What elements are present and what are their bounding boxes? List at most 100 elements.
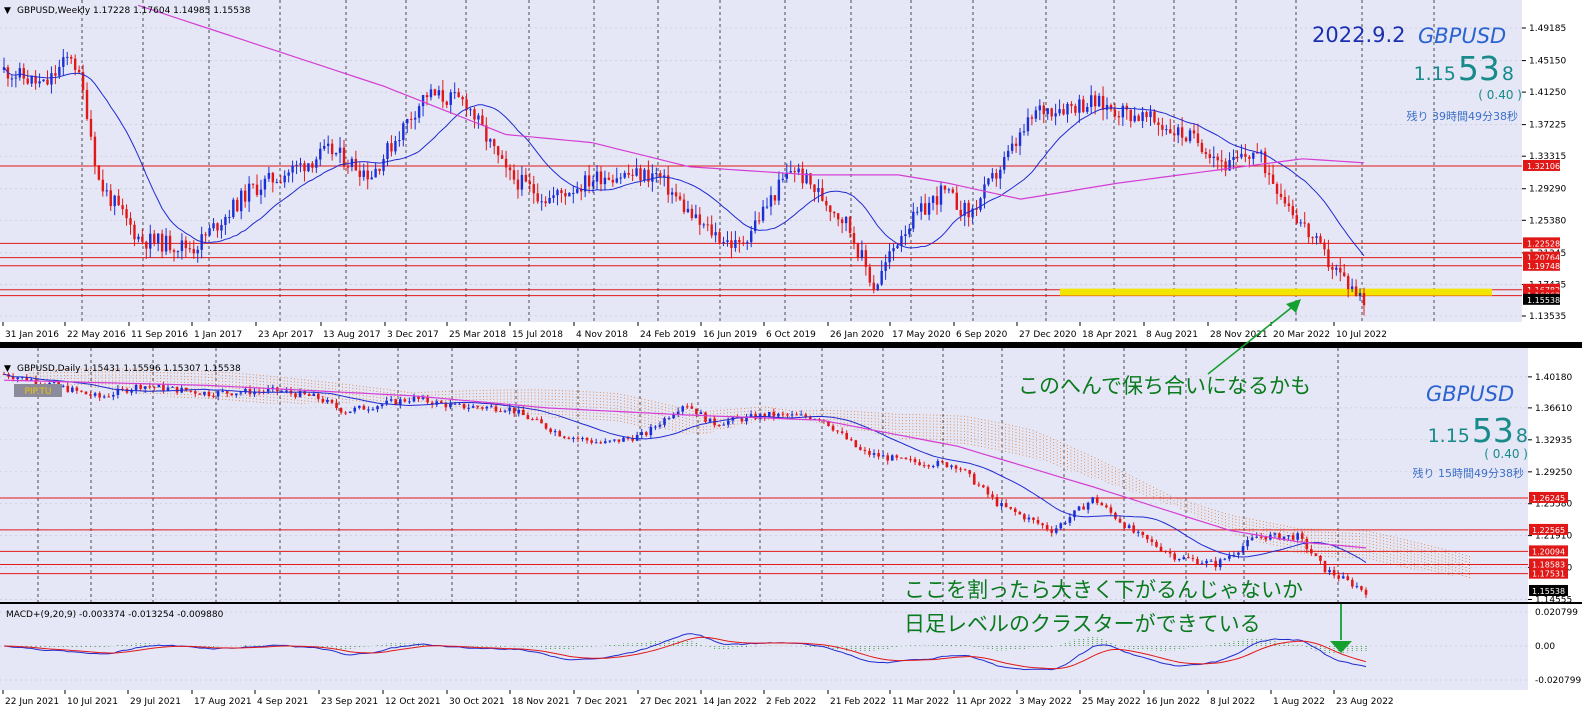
weekly-candle: [813, 184, 816, 192]
weekly-candle: [18, 68, 22, 78]
daily-level-tag-text: 1.18583: [1532, 561, 1565, 570]
weekly-candle: [556, 190, 559, 196]
weekly-candle: [1228, 160, 1231, 171]
weekly-candle: [591, 181, 595, 187]
daily-candle: [1032, 517, 1035, 520]
daily-candle: [107, 396, 111, 398]
weekly-candle: [738, 239, 741, 243]
weekly-candle: [1180, 127, 1184, 138]
daily-candle: [157, 384, 161, 388]
daily-candle: [562, 436, 566, 438]
weekly-candle: [160, 233, 164, 252]
daily-candle: [266, 388, 270, 392]
weekly-candle: [1066, 103, 1069, 115]
weekly-candle: [1153, 111, 1156, 123]
weekly-candle: [1101, 95, 1105, 110]
weekly-price-label: 1.33315: [1529, 152, 1566, 162]
daily-candle: [426, 397, 429, 403]
weekly-candle: [916, 211, 919, 213]
weekly-candle: [1192, 130, 1196, 134]
daily-candle: [203, 391, 206, 395]
daily-candle: [230, 393, 234, 396]
weekly-candle: [125, 209, 128, 219]
annotations: このへんで保ち合いになるかも ここを割ったら大きく下がるんじゃないか 日足レベル…: [904, 299, 1352, 653]
daily-candle: [585, 437, 589, 441]
weekly-candle: [1346, 276, 1350, 290]
weekly-candle: [461, 96, 464, 100]
daily-candle: [380, 404, 384, 407]
weekly-candle: [429, 89, 433, 98]
daily-collapse-icon[interactable]: ▼: [4, 364, 11, 374]
daily-candle: [1291, 535, 1295, 540]
daily-candle: [421, 397, 425, 399]
weekly-change: ( 0.40 ): [1478, 88, 1522, 102]
daily-level-tag-text: 1.20094: [1532, 547, 1565, 556]
weekly-candle: [884, 262, 887, 271]
daily-candle: [622, 437, 625, 442]
weekly-candle: [42, 79, 45, 82]
weekly-candle: [421, 95, 425, 107]
weekly-candle: [437, 90, 441, 96]
weekly-candle: [2, 67, 6, 70]
weekly-candle: [1358, 293, 1362, 297]
daily-candle: [1177, 559, 1181, 561]
daily-candle: [936, 460, 940, 467]
weekly-collapse-icon[interactable]: ▼: [4, 6, 11, 16]
daily-candle: [66, 385, 70, 392]
daily-candle: [854, 440, 858, 448]
weekly-price-display: 1.1553 8: [1414, 49, 1514, 88]
weekly-candle: [607, 177, 611, 180]
weekly-date-label: 16 Jun 2019: [703, 330, 757, 340]
daily-candle: [221, 391, 224, 393]
weekly-candle: [718, 232, 721, 243]
weekly-candle: [856, 243, 860, 258]
weekly-chart-panel[interactable]: 1.49185 1.45150 1.41250 1.37225 1.33315 1.292…: [0, 0, 1582, 342]
daily-candle: [1000, 503, 1003, 507]
daily-chart-panel[interactable]: 1.40180 1.36610 1.32935 1.29250 1.25580 1.219…: [0, 348, 1582, 690]
daily-candle: [485, 406, 489, 409]
weekly-candle: [212, 223, 215, 229]
daily-remaining: 残り 15時間49分38秒: [1413, 466, 1525, 480]
weekly-candle: [54, 73, 57, 76]
weekly-candle: [1117, 116, 1121, 118]
daily-candle: [1164, 551, 1167, 553]
weekly-candle: [330, 143, 334, 155]
macd-price-scale: [1528, 604, 1582, 690]
weekly-candle: [259, 189, 263, 195]
weekly-candle: [710, 224, 713, 236]
daily-candle: [540, 419, 543, 424]
daily-candle: [317, 393, 320, 399]
weekly-level-tag: [1523, 259, 1560, 271]
weekly-candle: [366, 170, 369, 180]
macd-panel[interactable]: 0.020799 0.00 -0.020799 22 Jun 2021 10 Jul …: [0, 602, 1582, 710]
weekly-candle: [540, 201, 543, 203]
weekly-candle: [85, 89, 89, 119]
daily-candle: [667, 418, 671, 420]
daily-note-arrowhead: [1330, 641, 1352, 653]
weekly-candle: [1271, 174, 1275, 184]
daily-candle: [1095, 497, 1099, 503]
daily-candle: [353, 407, 357, 412]
weekly-candle: [987, 178, 990, 185]
daily-candle: [781, 413, 785, 415]
weekly-candle: [449, 92, 452, 105]
daily-candle: [1027, 517, 1031, 520]
weekly-candle: [93, 136, 97, 166]
weekly-candle: [544, 201, 547, 204]
daily-candle: [1328, 570, 1331, 573]
daily-candle: [480, 407, 484, 409]
weekly-candle: [1212, 156, 1215, 159]
weekly-candle: [860, 250, 864, 258]
daily-date-label: 23 Sep 2021: [321, 697, 378, 707]
weekly-symbol: GBPUSD: [1418, 24, 1506, 48]
weekly-candle: [702, 224, 705, 226]
daily-candle: [1123, 522, 1126, 528]
daily-candle: [913, 459, 917, 463]
weekly-current-price-tag: [1523, 293, 1560, 305]
weekly-candle: [923, 203, 927, 215]
weekly-candle: [500, 155, 504, 159]
weekly-candle: [168, 235, 172, 251]
weekly-candle: [805, 173, 808, 184]
daily-candle: [1045, 525, 1049, 530]
weekly-candle: [1204, 152, 1208, 155]
